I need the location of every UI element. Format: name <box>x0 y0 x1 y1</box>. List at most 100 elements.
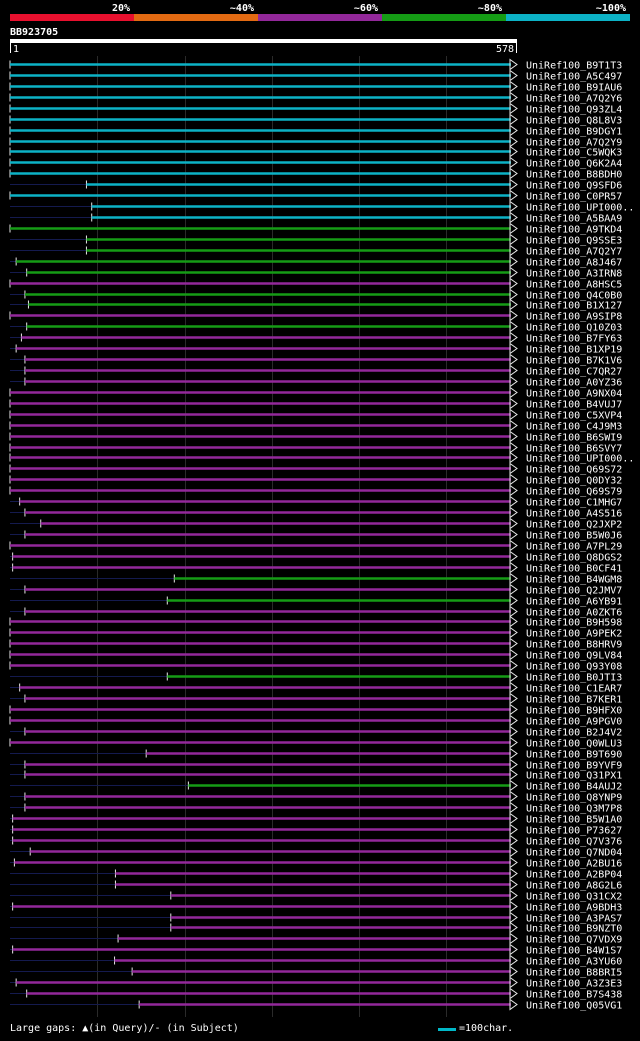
hit-label: UniRef100_Q2JMV7 <box>526 586 622 597</box>
hit-end-arrow <box>509 484 518 497</box>
hit-label: UniRef100_Q7V376 <box>526 837 622 848</box>
hit-label: UniRef100_Q8L8V3 <box>526 116 622 127</box>
legend-label: ~80% <box>478 3 502 14</box>
hit-label: UniRef100_C7QR27 <box>526 367 622 378</box>
hit-label: UniRef100_A7Q2Y6 <box>526 94 622 105</box>
hit-label: UniRef100_B9DGY1 <box>526 127 622 138</box>
hit-label: UniRef100_A9PEK2 <box>526 629 622 640</box>
legend-label: 20% <box>112 3 130 14</box>
hit-end-arrow <box>509 309 518 322</box>
hit-label: UniRef100_B8HRV9 <box>526 640 622 651</box>
hit-label: UniRef100_B7KER1 <box>526 695 622 706</box>
hit-label: UniRef100_Q69S79 <box>526 487 622 498</box>
hit-label: UniRef100_A3Z3E3 <box>526 979 622 990</box>
hit-end-arrow <box>509 692 518 705</box>
hit-label: UniRef100_B6SWI9 <box>526 433 622 444</box>
legend-segment <box>258 14 382 21</box>
query-bar <box>10 39 517 43</box>
hit-label: UniRef100_B1XP19 <box>526 345 622 356</box>
hit-end-arrow <box>509 113 518 126</box>
hit-label: UniRef100_B8BRI5 <box>526 968 622 979</box>
hit-end-arrow <box>509 233 518 246</box>
hit-label: UniRef100_A3YU60 <box>526 957 622 968</box>
scale-label: =100char. <box>459 1023 514 1034</box>
hit-end-arrow <box>509 517 518 530</box>
hit-end-arrow <box>509 277 518 290</box>
hit-label: UniRef100_B4AUJ2 <box>526 782 622 793</box>
hit-label: UniRef100_B9T690 <box>526 750 622 761</box>
hit-end-arrow <box>509 156 518 169</box>
hit-label: UniRef100_A8G2L6 <box>526 881 622 892</box>
hit-label: UniRef100_Q7VDX9 <box>526 935 622 946</box>
hit-label: UniRef100_A0ZKT6 <box>526 608 622 619</box>
hit-end-arrow <box>509 102 518 115</box>
hit-label: UniRef100_A9SIP8 <box>526 312 622 323</box>
hit-end-arrow <box>509 921 518 934</box>
hit-end-arrow <box>509 703 518 716</box>
hit-end-arrow <box>509 408 518 421</box>
hit-end-arrow <box>509 386 518 399</box>
hit-label: UniRef100_C5XVP4 <box>526 411 622 422</box>
hit-end-arrow <box>509 605 518 618</box>
hit-end-arrow <box>509 528 518 541</box>
hit-end-arrow <box>509 867 518 880</box>
hit-end-arrow <box>509 615 518 628</box>
hit-label: UniRef100_B9IAU6 <box>526 83 622 94</box>
hit-end-arrow <box>509 911 518 924</box>
hit-label: UniRef100_A9NX04 <box>526 389 622 400</box>
hit-end-arrow <box>509 790 518 803</box>
hit-end-arrow <box>509 779 518 792</box>
hit-end-arrow <box>509 495 518 508</box>
hit-label: UniRef100_Q4C0B0 <box>526 291 622 302</box>
hit-label: UniRef100_Q8DGS2 <box>526 553 622 564</box>
hit-label: UniRef100_B7FY63 <box>526 334 622 345</box>
hit-end-arrow <box>509 768 518 781</box>
hit-end-arrow <box>509 331 518 344</box>
hit-end-arrow <box>509 473 518 486</box>
query-id: BB923705 <box>10 27 58 38</box>
hit-label: UniRef100_Q3M7P8 <box>526 804 622 815</box>
hit-label: UniRef100_UPI000.. <box>526 454 634 465</box>
hit-end-arrow <box>509 462 518 475</box>
hit-label: UniRef100_B5W1A0 <box>526 815 622 826</box>
hit-label: UniRef100_B9NZT0 <box>526 924 622 935</box>
hit-label: UniRef100_Q2JXP2 <box>526 520 622 531</box>
hit-end-arrow <box>509 648 518 661</box>
hit-end-arrow <box>509 758 518 771</box>
hit-label: UniRef100_Q0WLU3 <box>526 739 622 750</box>
hit-label: UniRef100_B5W0J6 <box>526 531 622 542</box>
hit-label: UniRef100_Q9SSE3 <box>526 236 622 247</box>
hit-end-arrow <box>509 856 518 869</box>
query-end-label: 578 <box>496 44 514 55</box>
legend-segment <box>382 14 506 21</box>
hit-label: UniRef100_A8J467 <box>526 258 622 269</box>
hit-label: UniRef100_B4VUJ7 <box>526 400 622 411</box>
hit-label: UniRef100_B7S438 <box>526 990 622 1001</box>
hit-end-arrow <box>509 200 518 213</box>
hit-label: UniRef100_P73627 <box>526 826 622 837</box>
hit-label: UniRef100_B7K1V6 <box>526 356 622 367</box>
hit-label: UniRef100_C1MHG7 <box>526 498 622 509</box>
hit-end-arrow <box>509 637 518 650</box>
hit-label: UniRef100_Q10Z03 <box>526 323 622 334</box>
hit-end-arrow <box>509 135 518 148</box>
hit-label: UniRef100_UPI000.. <box>526 203 634 214</box>
hit-label: UniRef100_Q6K2A4 <box>526 159 622 170</box>
hit-label: UniRef100_Q93Y08 <box>526 662 622 673</box>
hit-label: UniRef100_A7Q2Y9 <box>526 138 622 149</box>
hit-end-arrow <box>509 659 518 672</box>
hit-label: UniRef100_A3PAS7 <box>526 914 622 925</box>
scale-bar <box>438 1028 456 1031</box>
hit-end-arrow <box>509 987 518 1000</box>
hit-end-arrow <box>509 91 518 104</box>
hit-end-arrow <box>509 943 518 956</box>
hit-label: UniRef100_A2BU16 <box>526 859 622 870</box>
hit-end-arrow <box>509 954 518 967</box>
hit-label: UniRef100_B4W1S7 <box>526 946 622 957</box>
legend-segment <box>10 14 134 21</box>
hit-label: UniRef100_Q93ZL4 <box>526 105 622 116</box>
legend-label: ~60% <box>354 3 378 14</box>
hit-label: UniRef100_A7Q2Y7 <box>526 247 622 258</box>
legend-label: ~100% <box>596 3 626 14</box>
hit-label: UniRef100_B1X127 <box>526 301 622 312</box>
